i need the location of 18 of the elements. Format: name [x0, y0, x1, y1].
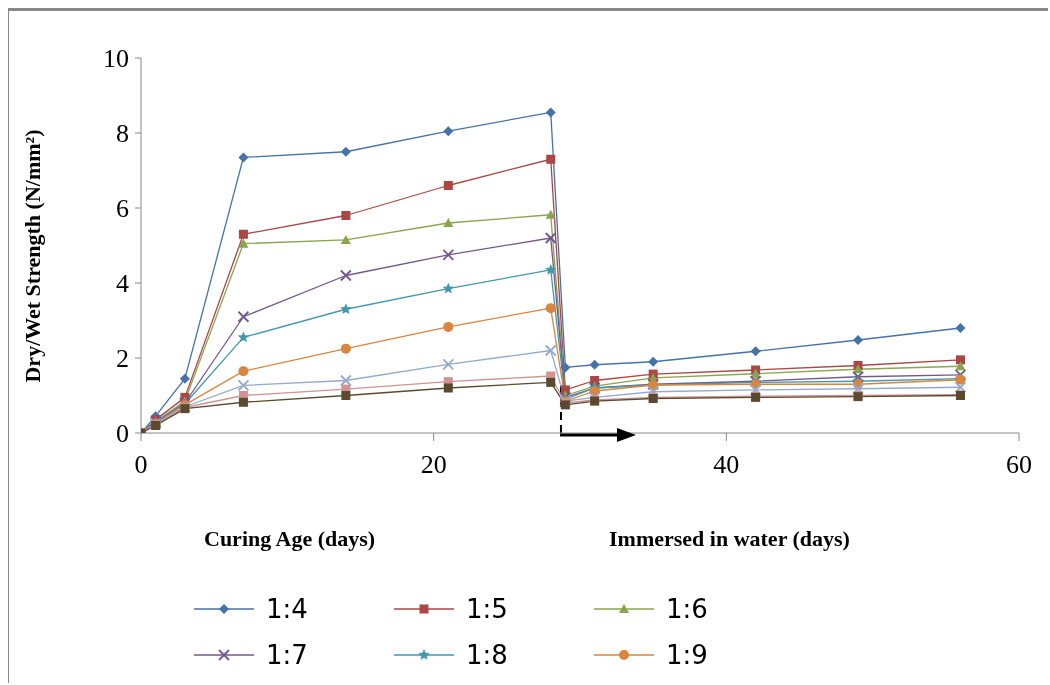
y-tick-label: 4	[116, 269, 129, 299]
legend-label: 1:5	[466, 594, 508, 624]
legend-label: 1:9	[666, 640, 708, 670]
x-tick-label: 60	[1006, 450, 1032, 480]
y-tick-label: 6	[116, 194, 129, 224]
x-tick-label: 40	[713, 450, 740, 480]
y-axis-title: Dry/Wet Strength (N/mm²)	[20, 129, 46, 383]
legend-label: 1:4	[266, 594, 308, 624]
y-tick-label: 0	[116, 419, 129, 449]
legend-label: 1:6	[666, 594, 708, 624]
x-tick-label: 20	[420, 450, 447, 480]
y-tick-label: 10	[103, 44, 129, 74]
x-axis-title: Curing Age (days)	[204, 526, 376, 552]
legend-label: 1:8	[466, 640, 508, 670]
y-tick-label: 2	[116, 344, 129, 374]
text: Immersed in water (days)	[609, 526, 850, 552]
y-tick-label: 8	[116, 119, 129, 149]
legend-label: 1:7	[266, 640, 308, 670]
